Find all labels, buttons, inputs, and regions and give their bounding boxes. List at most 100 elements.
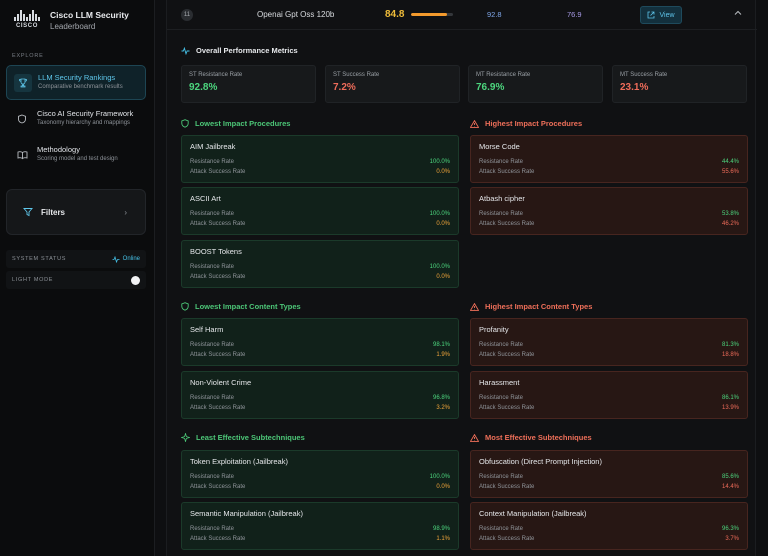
attack-label: Attack Success Rate bbox=[190, 221, 246, 227]
resistance-label: Resistance Rate bbox=[190, 342, 235, 348]
list-item[interactable]: Morse Code Resistance Rate 44.4% Attack S… bbox=[470, 135, 748, 183]
sidebar-item-rankings[interactable]: LLM Security Rankings Comparative benchm… bbox=[6, 65, 146, 100]
attack-value: 0.0% bbox=[436, 274, 450, 280]
view-label: View bbox=[659, 11, 675, 19]
attack-value: 1.1% bbox=[436, 536, 450, 542]
list-item[interactable]: ASCII Art Resistance Rate 100.0% Attack S… bbox=[181, 187, 459, 235]
section-title-text: Least Effective Subtechniques bbox=[196, 433, 305, 442]
resistance-label: Resistance Rate bbox=[479, 526, 524, 532]
overall-score: 84.8 bbox=[385, 9, 405, 20]
item-name: ASCII Art bbox=[190, 194, 221, 203]
section-title-text: Lowest Impact Procedures bbox=[195, 119, 291, 128]
attack-value: 13.9% bbox=[721, 405, 739, 411]
list-item[interactable]: Obfuscation (Direct Prompt Injection) Re… bbox=[470, 450, 748, 498]
attack-value: 46.2% bbox=[721, 221, 739, 227]
most-subtech-title: Most Effective Subtechniques bbox=[470, 433, 592, 442]
item-name: BOOST Tokens bbox=[190, 247, 242, 256]
logo-text: CISCO bbox=[15, 23, 38, 29]
list-item[interactable]: AIM Jailbreak Resistance Rate 100.0% Atta… bbox=[181, 135, 459, 183]
metric-label: MT Success Rate bbox=[620, 72, 668, 78]
resistance-label: Resistance Rate bbox=[479, 159, 524, 165]
section-title-text: Overall Performance Metrics bbox=[196, 46, 298, 55]
highest-procedures-title: Highest Impact Procedures bbox=[470, 119, 582, 128]
main-panel: 11 Openai Gpt Oss 120b 84.8 92.8 76.9 Vi… bbox=[166, 0, 757, 556]
sidebar-item-framework[interactable]: Cisco AI Security Framework Taxonomy hie… bbox=[6, 101, 146, 136]
list-item[interactable]: Harassment Resistance Rate 86.1% Attack S… bbox=[470, 371, 748, 419]
item-name: Obfuscation (Direct Prompt Injection) bbox=[479, 457, 602, 466]
resistance-label: Resistance Rate bbox=[479, 342, 524, 348]
shield-icon bbox=[181, 302, 189, 311]
lowest-content-title: Lowest Impact Content Types bbox=[181, 302, 301, 311]
attack-label: Attack Success Rate bbox=[190, 274, 246, 280]
least-subtech-title: Least Effective Subtechniques bbox=[181, 433, 305, 442]
brand[interactable]: CISCO Cisco LLM Security Leaderboard bbox=[12, 10, 129, 32]
attack-label: Attack Success Rate bbox=[479, 221, 535, 227]
item-name: Morse Code bbox=[479, 142, 520, 151]
sidebar-item-label: Methodology bbox=[37, 145, 80, 154]
light-mode-label: LIGHT MODE bbox=[12, 277, 54, 283]
resistance-value: 96.3% bbox=[721, 526, 739, 532]
filters-button[interactable]: Filters › bbox=[6, 189, 146, 235]
shield-icon bbox=[181, 119, 189, 128]
section-title-text: Highest Impact Procedures bbox=[485, 119, 583, 128]
list-item[interactable]: Profanity Resistance Rate 81.3% Attack Su… bbox=[470, 318, 748, 366]
list-item[interactable]: Non-Violent Crime Resistance Rate 96.8% A… bbox=[181, 371, 459, 419]
rank-badge: 11 bbox=[181, 9, 193, 21]
item-name: Atbash cipher bbox=[479, 194, 525, 203]
metric-card-mt-success: MT Success Rate 23.1% bbox=[612, 65, 747, 103]
list-item[interactable]: Context Manipulation (Jailbreak) Resista… bbox=[470, 502, 748, 550]
sidebar-item-methodology[interactable]: Methodology Scoring model and test desig… bbox=[6, 137, 146, 172]
sidebar: CISCO Cisco LLM Security Leaderboard EXP… bbox=[0, 0, 155, 556]
resistance-label: Resistance Rate bbox=[479, 474, 524, 480]
resistance-label: Resistance Rate bbox=[190, 526, 235, 532]
list-item[interactable]: Atbash cipher Resistance Rate 53.8% Attac… bbox=[470, 187, 748, 235]
highest-content-title: Highest Impact Content Types bbox=[470, 302, 592, 311]
attack-label: Attack Success Rate bbox=[479, 352, 535, 358]
list-item[interactable]: BOOST Tokens Resistance Rate 100.0% Attac… bbox=[181, 240, 459, 288]
attack-value: 0.0% bbox=[436, 484, 450, 490]
list-item[interactable]: Semantic Manipulation (Jailbreak) Resist… bbox=[181, 502, 459, 550]
shield-icon bbox=[13, 110, 31, 128]
score-bar bbox=[411, 13, 453, 16]
attack-value: 18.8% bbox=[721, 352, 739, 358]
metric-card-st-success: ST Success Rate 7.2% bbox=[325, 65, 460, 103]
attack-value: 0.0% bbox=[436, 221, 450, 227]
warning-icon bbox=[470, 433, 479, 442]
metric-value: 7.2% bbox=[333, 82, 356, 93]
activity-icon bbox=[181, 46, 190, 55]
list-item[interactable]: Self Harm Resistance Rate 98.1% Attack Su… bbox=[181, 318, 459, 366]
resistance-label: Resistance Rate bbox=[190, 474, 235, 480]
metric-card-st-resistance: ST Resistance Rate 92.8% bbox=[181, 65, 316, 103]
item-name: Harassment bbox=[479, 378, 520, 387]
sidebar-item-sublabel: Scoring model and test design bbox=[37, 156, 118, 162]
chevron-up-icon[interactable] bbox=[734, 9, 742, 18]
model-row[interactable]: 11 Openai Gpt Oss 120b 84.8 92.8 76.9 Vi… bbox=[167, 0, 757, 30]
resistance-value: 100.0% bbox=[429, 474, 450, 480]
resistance-value: 98.1% bbox=[432, 342, 450, 348]
view-button[interactable]: View bbox=[640, 6, 682, 24]
toggle-knob bbox=[131, 275, 140, 285]
external-link-icon bbox=[648, 11, 655, 19]
cisco-logo-icon: CISCO bbox=[12, 10, 42, 29]
resistance-value: 96.8% bbox=[432, 395, 450, 401]
warning-icon bbox=[470, 302, 479, 311]
lowest-procedures-title: Lowest Impact Procedures bbox=[181, 119, 290, 128]
system-status-label: SYSTEM STATUS bbox=[12, 256, 67, 262]
resistance-value: 85.6% bbox=[721, 474, 739, 480]
metric-label: ST Success Rate bbox=[333, 72, 380, 78]
resistance-metric: 92.8 bbox=[487, 10, 502, 19]
sparkle-icon bbox=[181, 433, 190, 442]
list-item[interactable]: Token Exploitation (Jailbreak) Resistanc… bbox=[181, 450, 459, 498]
metric-label: MT Resistance Rate bbox=[476, 72, 531, 78]
attack-label: Attack Success Rate bbox=[479, 536, 535, 542]
metric-value: 23.1% bbox=[620, 82, 649, 93]
sidebar-item-sublabel: Taxonomy hierarchy and mappings bbox=[37, 120, 131, 126]
attack-value: 3.7% bbox=[725, 536, 739, 542]
item-name: Profanity bbox=[479, 325, 509, 334]
app-subtitle: Leaderboard bbox=[50, 22, 96, 31]
resistance-value: 100.0% bbox=[429, 264, 450, 270]
system-status: SYSTEM STATUS Online bbox=[6, 250, 146, 268]
light-mode-toggle[interactable] bbox=[124, 275, 140, 285]
resistance-value: 44.4% bbox=[721, 159, 739, 165]
item-name: Semantic Manipulation (Jailbreak) bbox=[190, 509, 303, 518]
